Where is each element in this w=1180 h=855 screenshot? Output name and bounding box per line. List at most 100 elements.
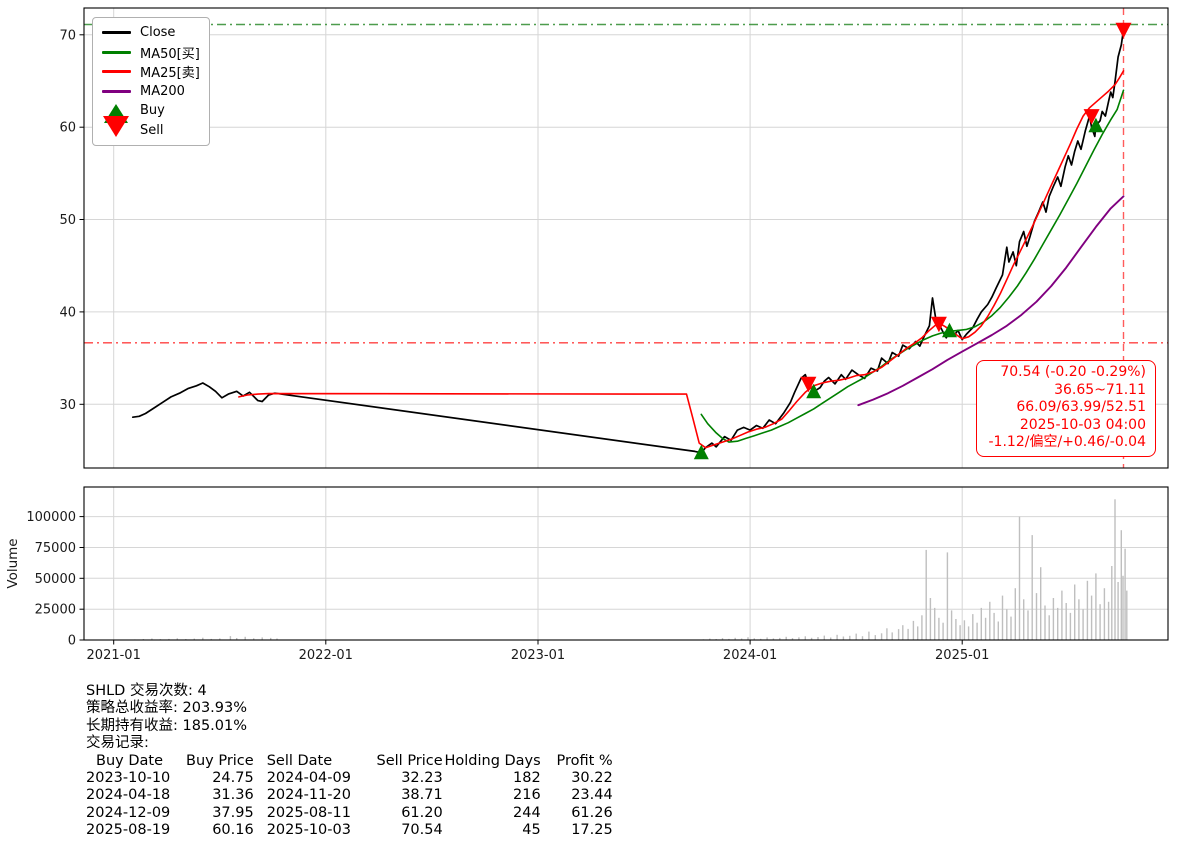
- strategy-stats: SHLD 交易次数: 4 策略总收益率: 203.93% 长期持有收益: 185…: [86, 683, 613, 840]
- volume-bar: [1018, 516, 1021, 640]
- trade-table-row: 2024-04-18 31.36 2024-11-20 38.71 216 23.44: [86, 787, 613, 804]
- volume-bar: [891, 632, 893, 640]
- volume-bar: [1023, 599, 1025, 640]
- volume-bar: [1006, 609, 1008, 640]
- volume-bar: [270, 637, 272, 640]
- volume-bar: [855, 633, 857, 640]
- volume-bar: [740, 638, 743, 640]
- legend-label: Buy: [140, 103, 165, 119]
- trade-table-cell: 182: [513, 770, 541, 787]
- volume-bar: [849, 635, 851, 640]
- volume-bar: [917, 626, 919, 640]
- volume-bar: [1035, 593, 1038, 640]
- volume-bar: [798, 637, 800, 640]
- trade-table-cell: 31.36: [212, 787, 254, 804]
- trade-table-row: 2023-10-10 24.75 2024-04-09 32.23 182 30.22: [86, 770, 613, 787]
- annotation-line: 66.09/63.99/52.51: [1016, 399, 1146, 416]
- legend-label: MA50[买]: [140, 46, 200, 62]
- volume-bar: [1082, 609, 1084, 640]
- volume-bar: [244, 636, 246, 640]
- volume-bar: [1126, 590, 1128, 640]
- sell-marker: [1083, 109, 1100, 125]
- legend-label: Sell: [140, 122, 164, 138]
- line-swatch: [101, 70, 131, 74]
- trade-table-cell: 216: [513, 787, 541, 804]
- legend-line-swatch: [99, 70, 133, 74]
- trade-table-row: 2024-12-09 37.95 2025-08-11 61.20 244 61.26: [86, 805, 613, 822]
- trade-table-cell: 244: [513, 804, 541, 821]
- volume-bar: [959, 625, 961, 640]
- volume-bar: [721, 638, 724, 640]
- volume-bar: [880, 633, 883, 640]
- volume-bar: [1065, 603, 1067, 640]
- trade-table-row: 2025-08-19 60.16 2025-10-03 70.54 45 17.25: [86, 822, 613, 839]
- volume-bar: [261, 637, 263, 640]
- strategy-return-line: 策略总收益率: 203.93%: [86, 700, 248, 717]
- volume-bar: [868, 631, 870, 640]
- trade-table-cell: 70.54: [401, 822, 443, 839]
- volume-bar: [1107, 601, 1110, 641]
- volume-bar: [1120, 530, 1122, 640]
- trade-table-cell: 60.16: [212, 822, 254, 839]
- volume-bar: [193, 638, 195, 640]
- volume-bar: [972, 614, 974, 640]
- volume-bar: [912, 620, 915, 640]
- volume-bar: [925, 549, 927, 640]
- trade-table-cell: 61.26: [571, 804, 613, 821]
- volume-bar: [236, 638, 238, 640]
- volume-bar: [950, 610, 953, 640]
- trade-table-cell: 2023-10-10: [86, 770, 171, 787]
- volume-bar: [1103, 588, 1106, 640]
- sell-marker: [930, 316, 947, 333]
- volume-bar: [993, 612, 995, 640]
- trade-table: Buy Date Buy Price Sell Date Sell Price Hold…: [86, 753, 613, 840]
- trade-table-header-cell: Profit %: [556, 752, 613, 769]
- sell-triangle-icon: [103, 116, 129, 138]
- volume-bar: [760, 638, 762, 640]
- trade-count-line: SHLD 交易次数: 4: [86, 683, 207, 699]
- legend-item: MA200: [99, 82, 200, 102]
- trade-table-cell: 32.23: [401, 770, 443, 787]
- volume-bar: [1040, 567, 1042, 640]
- trade-table-cell: 23.44: [571, 787, 613, 804]
- volume-bar: [1010, 616, 1012, 640]
- volume-bar: [1061, 590, 1063, 640]
- volume-bar: [874, 635, 876, 640]
- volume-bar: [938, 617, 940, 640]
- volume-bar: [229, 636, 232, 640]
- volume-bar: [1114, 499, 1116, 640]
- volume-bar: [997, 621, 999, 640]
- trade-table-cell: 45: [522, 822, 541, 839]
- trade-table-cell: 2024-04-09: [266, 770, 351, 787]
- trade-table-header-cell: Sell Price: [376, 752, 443, 769]
- legend-item: Close: [99, 23, 200, 43]
- price-tick-label: 60: [59, 121, 76, 136]
- volume-bar: [955, 619, 957, 640]
- legend-line-swatch: [99, 31, 133, 35]
- trade-table-header-cell: Holding Days: [444, 752, 541, 769]
- trade-table-header-row: Buy Date Buy Price Sell Date Sell Price Hold…: [86, 753, 613, 770]
- volume-bar: [1074, 584, 1076, 640]
- volume-bar: [1057, 607, 1059, 640]
- volume-bar: [253, 638, 255, 640]
- volume-bar: [772, 638, 775, 640]
- volume-axis-label: Volume: [5, 538, 21, 588]
- legend-item: MA50[买]: [99, 43, 200, 63]
- volume-bar: [1086, 580, 1089, 640]
- volume-bar: [804, 636, 806, 640]
- volume-tick-label: 0: [68, 634, 76, 649]
- volume-bar: [861, 636, 864, 640]
- volume-bar: [734, 637, 736, 640]
- series-line: [131, 28, 1125, 454]
- volume-bar: [276, 638, 278, 640]
- volume-bar: [942, 622, 944, 640]
- volume-bar: [1052, 598, 1055, 640]
- buy-marker: [693, 444, 709, 460]
- volume-bar: [753, 638, 755, 640]
- volume-bar: [817, 637, 819, 640]
- volume-bar: [176, 638, 178, 640]
- volume-bar: [219, 638, 221, 640]
- series-line: [238, 70, 1125, 449]
- hold-return-line: 长期持有收益: 185.01%: [86, 717, 248, 734]
